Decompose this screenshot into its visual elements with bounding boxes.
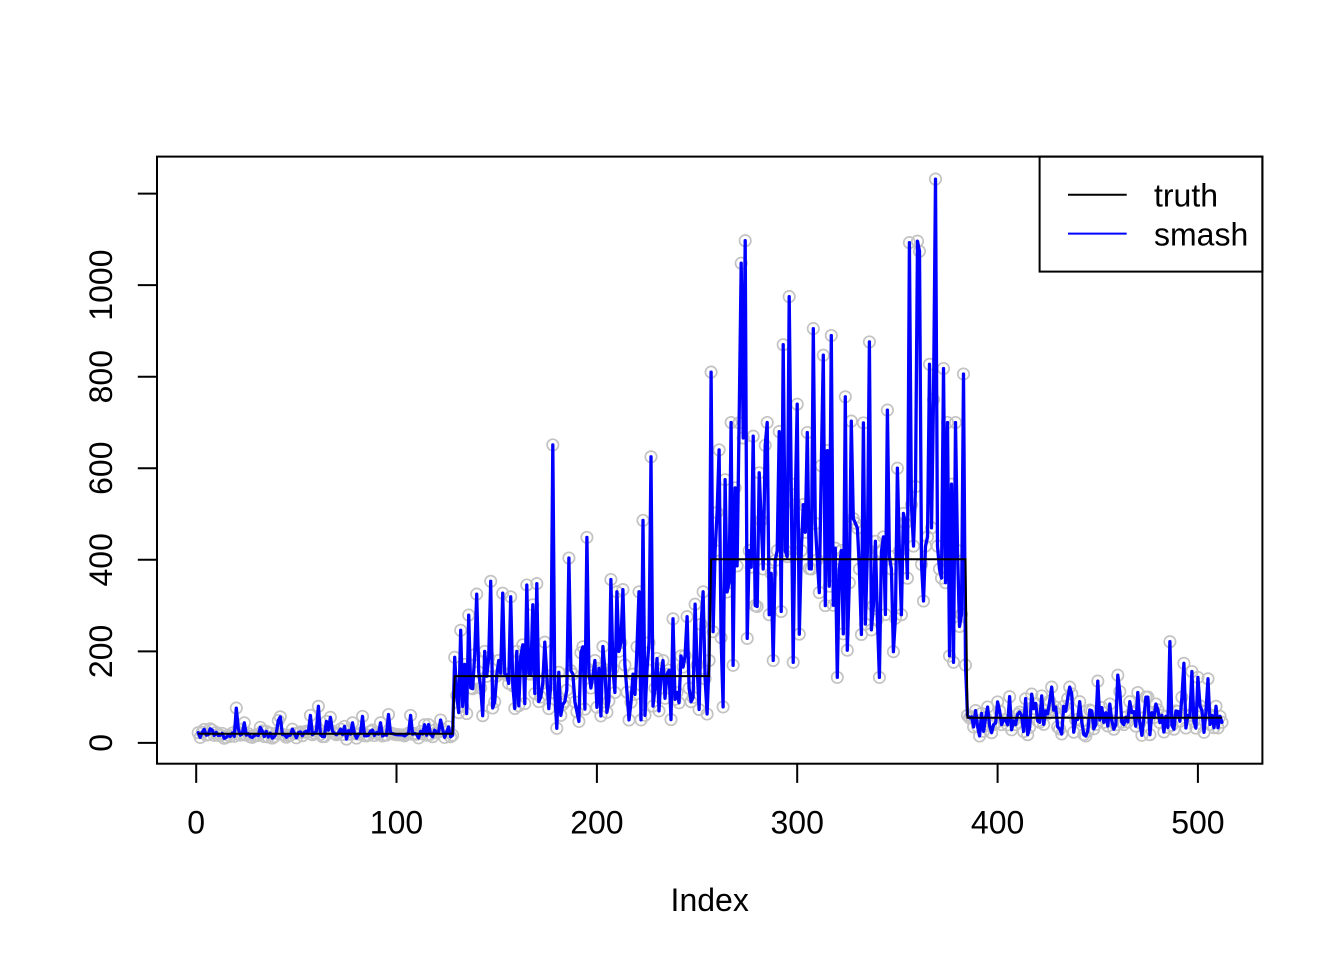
svg-text:500: 500 xyxy=(1171,805,1224,841)
svg-text:0: 0 xyxy=(83,734,119,752)
svg-text:smash: smash xyxy=(1154,216,1248,252)
svg-text:400: 400 xyxy=(971,805,1024,841)
svg-text:100: 100 xyxy=(370,805,423,841)
svg-text:400: 400 xyxy=(83,533,119,586)
svg-text:800: 800 xyxy=(83,350,119,403)
svg-text:200: 200 xyxy=(570,805,623,841)
svg-text:Index: Index xyxy=(671,882,749,918)
svg-text:0: 0 xyxy=(187,805,205,841)
svg-text:600: 600 xyxy=(83,442,119,495)
svg-text:truth: truth xyxy=(1154,177,1218,213)
svg-text:1000: 1000 xyxy=(83,250,119,321)
svg-text:300: 300 xyxy=(771,805,824,841)
svg-text:200: 200 xyxy=(83,625,119,678)
